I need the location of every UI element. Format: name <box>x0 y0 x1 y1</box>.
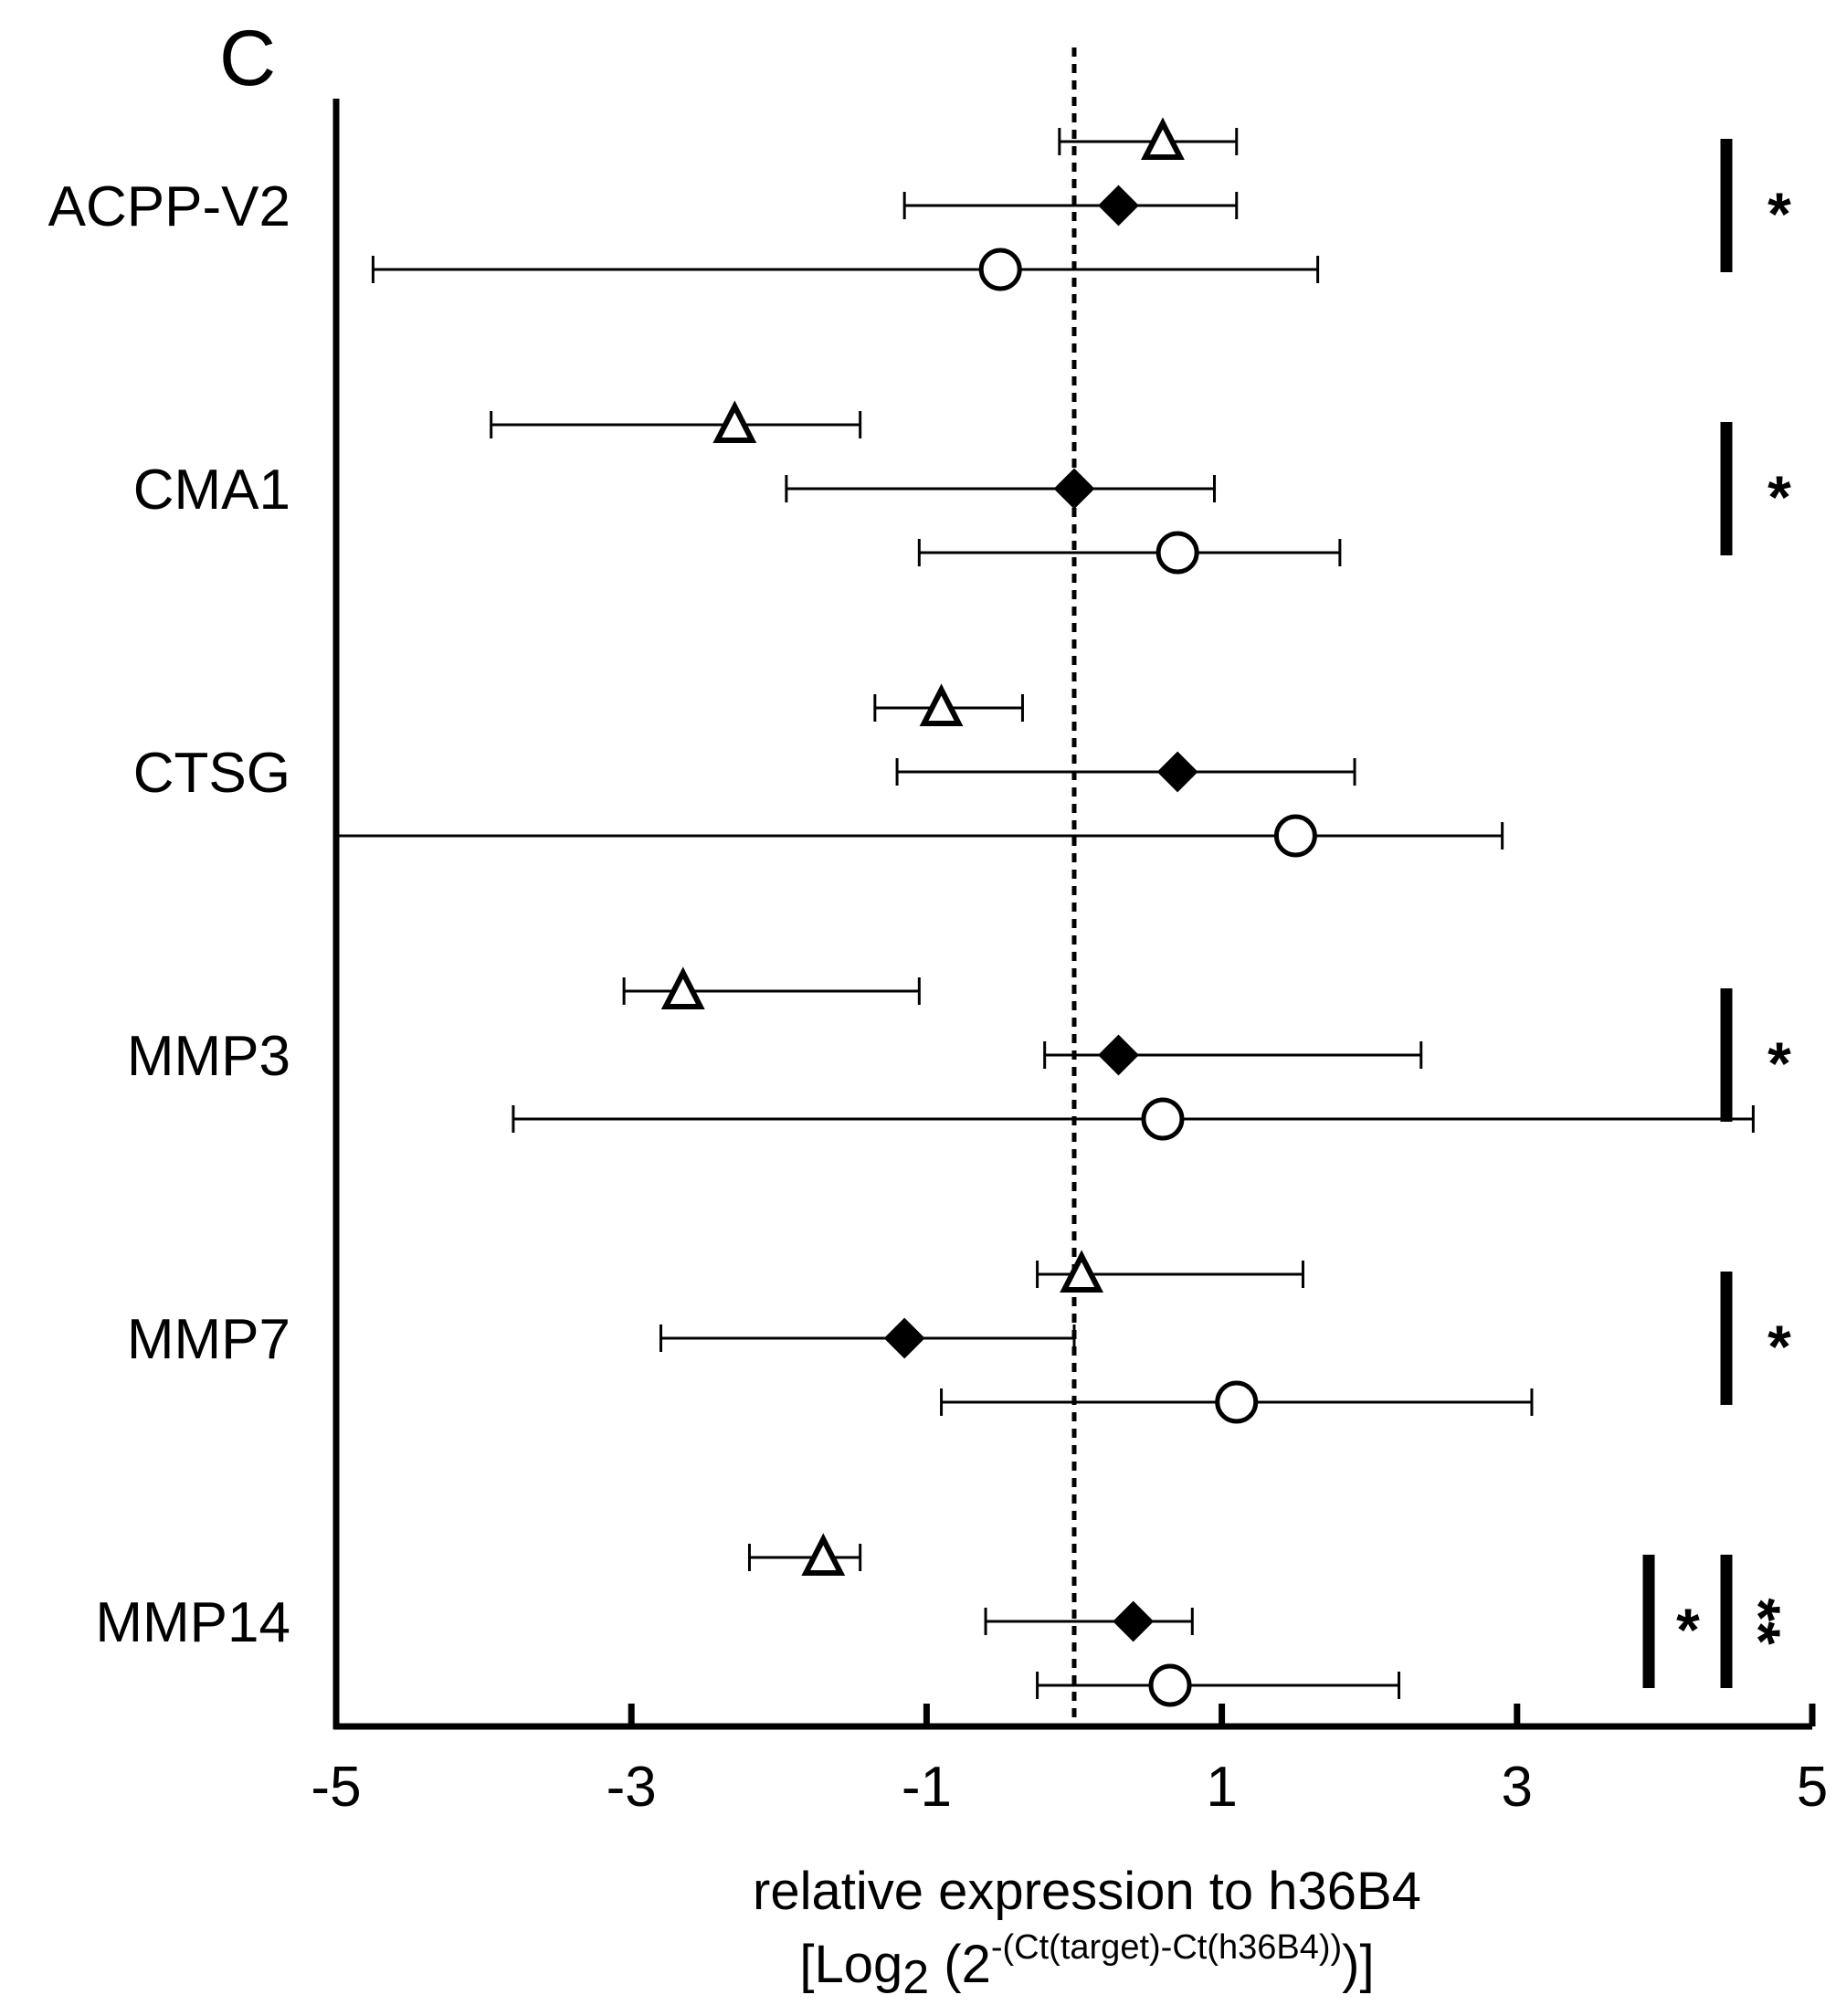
markers-layer <box>660 117 1317 1707</box>
x-tick-label: 3 <box>1502 1756 1533 1819</box>
circle-marker <box>1148 1663 1192 1707</box>
triangle-marker <box>712 400 757 443</box>
gene-label: MMP3 <box>127 1025 290 1088</box>
triangle-marker <box>919 683 964 726</box>
diamond-marker <box>883 1317 925 1359</box>
gene-label: CMA1 <box>133 459 290 522</box>
circle-marker <box>1141 1097 1185 1141</box>
formula-open: [Log <box>799 1935 902 1994</box>
diamond-marker <box>1098 1034 1139 1076</box>
diamond-marker <box>1098 185 1139 227</box>
triangle-marker <box>801 1533 846 1576</box>
significance-mark: * <box>1767 1029 1791 1097</box>
triangle-marker <box>1060 1250 1103 1293</box>
significance-mark: * <box>1767 1313 1791 1380</box>
gene-label: ACPP-V2 <box>48 175 290 238</box>
x-tick-label: -5 <box>311 1756 361 1819</box>
circle-marker <box>1155 531 1199 575</box>
x-tick-label: 5 <box>1797 1756 1828 1819</box>
formula-middle: (2 <box>929 1935 991 1994</box>
circle-marker <box>1215 1380 1259 1424</box>
diamond-marker <box>1053 468 1095 510</box>
error-bars-layer <box>334 128 1755 1699</box>
formula-superscript: -(Ct(target)-Ct(h36B4)) <box>991 1928 1342 1967</box>
gene-labels-layer: ACPP-V2 CMA1 CTSG MMP3 MMP7 MMP14 <box>48 175 290 1654</box>
significance-mark: * <box>1676 1596 1700 1663</box>
axes-layer: -5 -3 -1 1 3 5 <box>311 99 1828 1819</box>
significance-layer: ***** ** <box>1642 139 1793 1688</box>
formula-subscript: 2 <box>902 1951 929 2004</box>
gene-label: MMP14 <box>95 1591 290 1654</box>
x-axis-formula: [Log2 (2-(Ct(target)-Ct(h36B4)))] <box>799 1928 1374 2004</box>
x-tick-label: -3 <box>607 1756 657 1819</box>
triangle-marker <box>660 966 705 1009</box>
diamond-marker <box>1156 751 1198 793</box>
x-axis-label: relative expression to h36B4 <box>753 1862 1421 1921</box>
gene-label: MMP7 <box>127 1308 290 1371</box>
circle-marker <box>1273 814 1317 858</box>
formula-close: )] <box>1342 1935 1374 1994</box>
significance-mark: ** <box>1725 1598 1793 1645</box>
x-tick-label: 1 <box>1206 1756 1237 1819</box>
significance-mark: * <box>1767 463 1791 531</box>
triangle-marker <box>1141 117 1185 160</box>
panel-letter: C <box>219 15 276 102</box>
x-tick-label: -1 <box>902 1756 952 1819</box>
significance-mark: * <box>1767 180 1791 248</box>
gene-label: CTSG <box>133 742 290 805</box>
diamond-marker <box>1113 1600 1155 1642</box>
circle-marker <box>978 248 1022 291</box>
